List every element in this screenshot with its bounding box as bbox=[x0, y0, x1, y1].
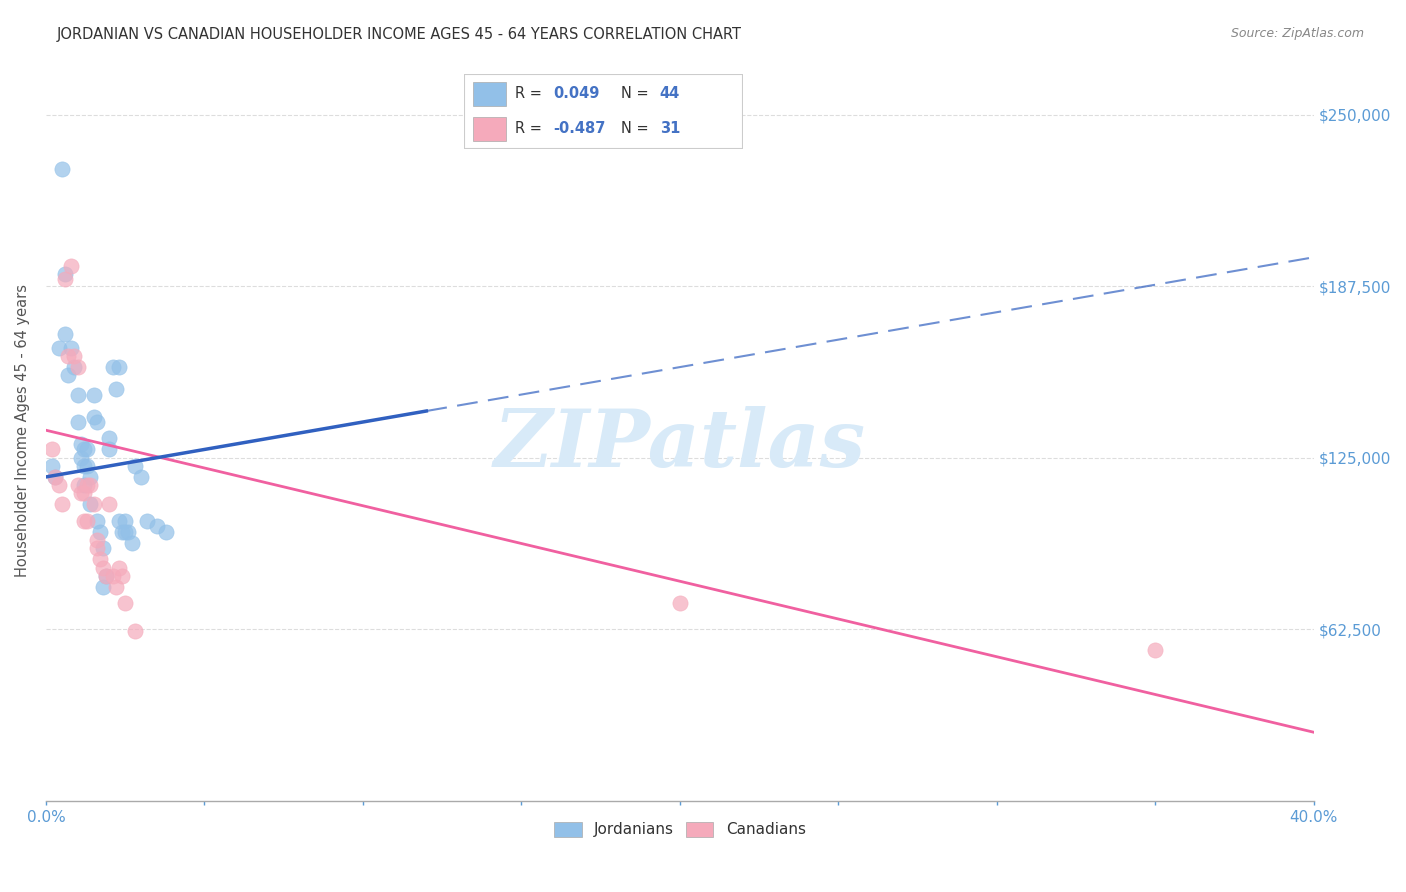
Point bbox=[66, 415, 89, 429]
Point bbox=[79, 470, 101, 484]
Point bbox=[1144, 643, 1167, 657]
Point bbox=[63, 349, 86, 363]
Y-axis label: Householder Income Ages 45 - 64 years: Householder Income Ages 45 - 64 years bbox=[15, 284, 30, 577]
Point bbox=[83, 387, 105, 401]
Point bbox=[53, 267, 76, 281]
Text: JORDANIAN VS CANADIAN HOUSEHOLDER INCOME AGES 45 - 64 YEARS CORRELATION CHART: JORDANIAN VS CANADIAN HOUSEHOLDER INCOME… bbox=[56, 27, 741, 42]
Point bbox=[136, 514, 159, 528]
Point bbox=[73, 478, 96, 492]
Point bbox=[73, 458, 96, 473]
Text: Source: ZipAtlas.com: Source: ZipAtlas.com bbox=[1230, 27, 1364, 40]
Point bbox=[79, 497, 101, 511]
Point bbox=[66, 360, 89, 375]
Point bbox=[146, 519, 169, 533]
Point bbox=[669, 596, 692, 610]
Point bbox=[56, 349, 79, 363]
Point bbox=[96, 568, 118, 582]
Point bbox=[79, 478, 101, 492]
Point bbox=[104, 382, 127, 396]
Point bbox=[73, 486, 96, 500]
Point bbox=[69, 450, 91, 465]
Point bbox=[111, 568, 134, 582]
Point bbox=[108, 360, 131, 375]
Point bbox=[114, 514, 136, 528]
Point bbox=[124, 624, 146, 638]
Point bbox=[155, 524, 177, 539]
Point bbox=[83, 409, 105, 424]
Point bbox=[73, 514, 96, 528]
Point bbox=[101, 360, 124, 375]
Point bbox=[56, 368, 79, 383]
Point bbox=[66, 387, 89, 401]
Point bbox=[83, 497, 105, 511]
Point bbox=[73, 442, 96, 457]
Point bbox=[114, 524, 136, 539]
Point bbox=[44, 470, 66, 484]
Point bbox=[41, 442, 63, 457]
Point bbox=[98, 432, 121, 446]
Point bbox=[76, 442, 98, 457]
Point bbox=[91, 580, 114, 594]
Point bbox=[53, 272, 76, 286]
Point bbox=[101, 568, 124, 582]
Point bbox=[91, 560, 114, 574]
Point bbox=[44, 470, 66, 484]
Point bbox=[108, 560, 131, 574]
Point bbox=[104, 580, 127, 594]
Point bbox=[86, 533, 108, 547]
Point bbox=[111, 524, 134, 539]
Point bbox=[60, 259, 83, 273]
Legend: Jordanians, Canadians: Jordanians, Canadians bbox=[547, 814, 813, 845]
Point bbox=[96, 568, 118, 582]
Point bbox=[98, 497, 121, 511]
Point bbox=[48, 478, 70, 492]
Point bbox=[86, 541, 108, 556]
Point bbox=[60, 341, 83, 355]
Point bbox=[129, 470, 152, 484]
Point bbox=[86, 415, 108, 429]
Point bbox=[63, 360, 86, 375]
Point bbox=[51, 497, 73, 511]
Point bbox=[76, 458, 98, 473]
Point bbox=[114, 596, 136, 610]
Point bbox=[117, 524, 139, 539]
Point bbox=[124, 458, 146, 473]
Point bbox=[51, 162, 73, 177]
Point bbox=[98, 442, 121, 457]
Point bbox=[121, 536, 143, 550]
Point bbox=[76, 514, 98, 528]
Point bbox=[76, 478, 98, 492]
Point bbox=[48, 341, 70, 355]
Point bbox=[89, 524, 111, 539]
Point bbox=[89, 552, 111, 566]
Point bbox=[108, 514, 131, 528]
Point bbox=[66, 478, 89, 492]
Point bbox=[86, 514, 108, 528]
Point bbox=[69, 486, 91, 500]
Point bbox=[69, 437, 91, 451]
Point bbox=[91, 541, 114, 556]
Point bbox=[53, 327, 76, 342]
Point bbox=[41, 458, 63, 473]
Text: ZIPatlas: ZIPatlas bbox=[494, 407, 866, 483]
